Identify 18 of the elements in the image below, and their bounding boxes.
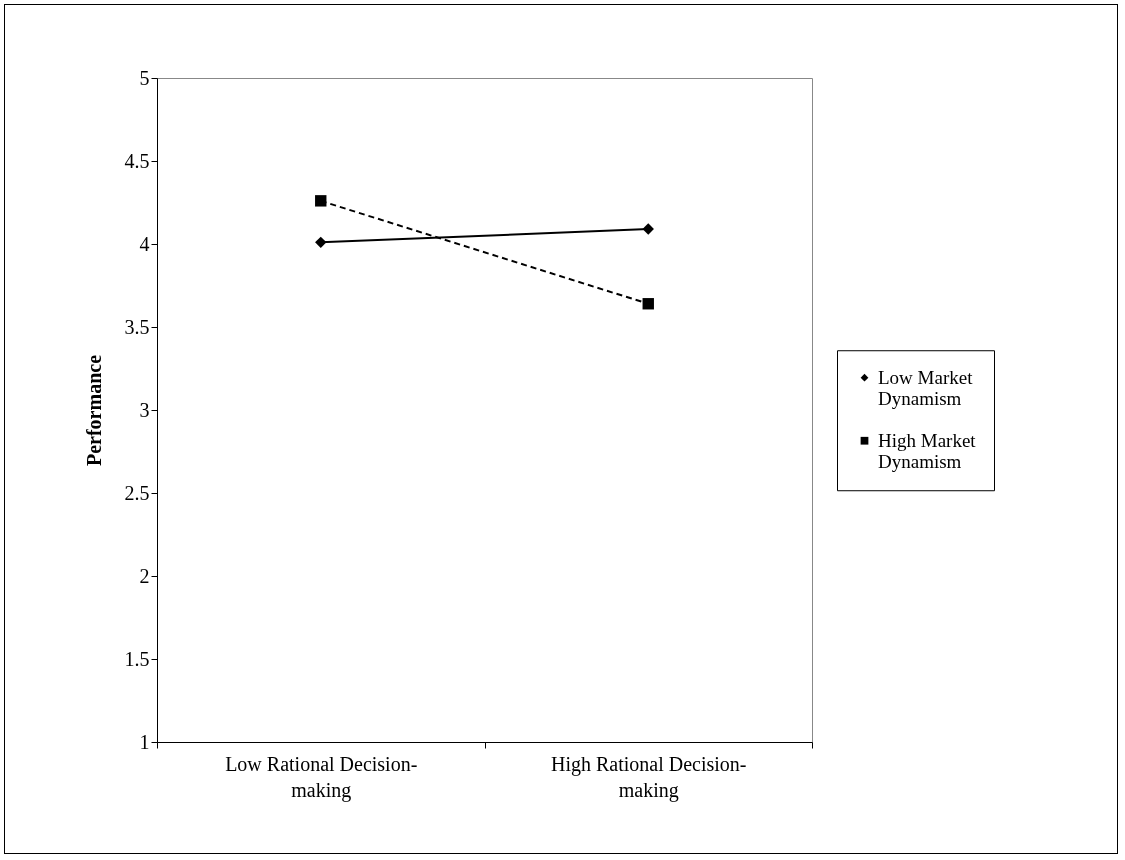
y-tick-label: 2.5 [124, 481, 150, 504]
y-tick-label: 2 [139, 564, 150, 587]
y-tick-label: 4.5 [124, 149, 150, 172]
y-tick-label: 4 [139, 232, 150, 255]
point [315, 236, 327, 249]
y-tick-label: 3 [139, 398, 150, 421]
x-tick-label: Low Rational Decision-making [225, 752, 418, 802]
x-tick-label: High Rational Decision-making [550, 752, 747, 802]
y-tick-label: 3.5 [124, 315, 150, 338]
y-tick-label: 1 [139, 730, 150, 753]
legend-label: Low Market Dynamism [878, 366, 974, 409]
point [315, 195, 327, 207]
point [642, 223, 654, 235]
legend-label: High Market Dynamism [878, 429, 977, 472]
point [642, 298, 654, 310]
y-tick-label: 5 [139, 66, 150, 89]
y-tick-label: 1.5 [124, 647, 150, 670]
y-axis-title: Performance [82, 354, 105, 467]
